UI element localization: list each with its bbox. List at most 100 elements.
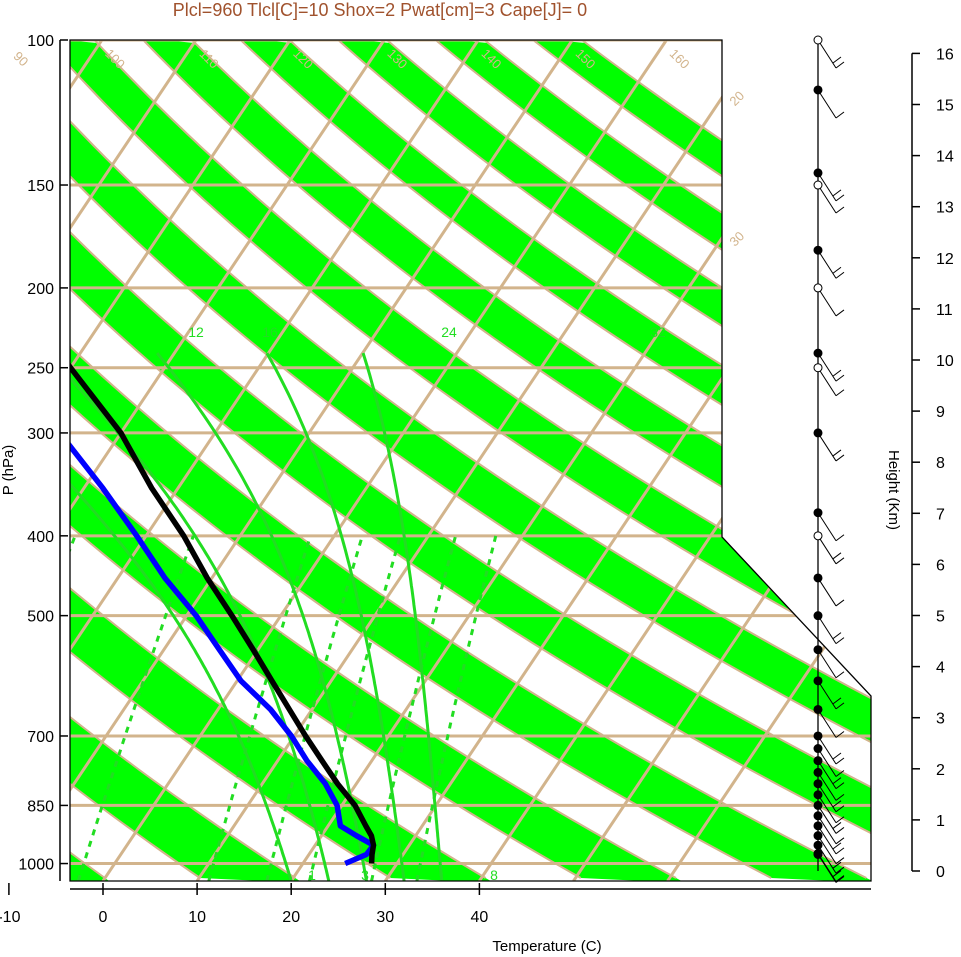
wind-barb: [817, 184, 837, 214]
temperature-series-line: [70, 72, 377, 864]
wind-barb: [817, 367, 837, 396]
wind-barb-flag: [835, 837, 845, 845]
temperature-tick-label: 10: [188, 909, 206, 926]
wind-barb-flag: [835, 534, 845, 542]
wind-level-marker: [813, 245, 823, 255]
wind-barb-flag: [832, 752, 842, 760]
mixing-ratio-label: 24: [441, 324, 457, 340]
height-tick-label: 0: [936, 864, 945, 881]
wind-barb: [817, 680, 837, 710]
wind-barb: [817, 352, 837, 382]
wind-barb: [817, 512, 837, 542]
dewpoint-series-line: [70, 72, 377, 867]
wind-level-marker: [813, 168, 823, 178]
wind-barb-flag: [835, 857, 845, 865]
wind-barb: [817, 709, 837, 738]
wind-barb-flag: [835, 671, 845, 679]
height-tick-label: 15: [936, 98, 954, 115]
wind-barb: [817, 39, 837, 69]
wind-barb-flag: [835, 847, 845, 855]
wind-level-marker: [813, 849, 823, 859]
pressure-tick-label: 1000: [18, 857, 54, 874]
wind-barb: [817, 794, 837, 824]
wind-level-marker: [813, 363, 823, 373]
wind-barb-flag: [832, 369, 842, 377]
wind-barb-flag: [832, 189, 842, 197]
wind-barb-flag: [835, 793, 845, 801]
wind-barb-flag: [835, 827, 845, 834]
height-axis-label: Height (Km): [885, 450, 902, 530]
wind-barb-flag: [835, 866, 845, 874]
wind-barb-flag: [832, 777, 842, 785]
moist-adiabat-line: [361, 352, 444, 881]
wind-barb: [817, 853, 837, 882]
dry-adiabat-line: [481, 40, 871, 879]
wind-barb: [817, 760, 837, 789]
isotherm-line: [70, 40, 386, 881]
dry-adiabat-line: [70, 40, 582, 879]
dry-adiabat-line: [140, 40, 871, 879]
wind-profile: [813, 35, 845, 883]
wind-barb-flag: [835, 557, 845, 565]
wind-barb-flag: [835, 111, 845, 119]
wind-barb-flag: [835, 876, 845, 883]
isotherm-label: 90: [11, 48, 32, 69]
wind-barb: [817, 748, 837, 777]
wind-level-marker: [813, 508, 823, 518]
wind-barb-flag: [835, 309, 845, 317]
mixing-ratio-label: 32: [650, 324, 666, 340]
wind-level-marker: [813, 611, 823, 621]
pressure-tick-label: 300: [27, 426, 54, 443]
height-tick-label: 8: [936, 455, 945, 472]
temperature-tick-label: -10: [0, 909, 21, 926]
wind-barb-flag: [832, 870, 842, 877]
y-axis-label: P (hPa): [0, 445, 17, 496]
x-axis-label: Temperature (C): [492, 938, 601, 955]
mixing-ratio-label: 8: [490, 867, 498, 883]
mixing-ratio-label: 16: [262, 324, 278, 340]
wind-barb: [817, 805, 837, 834]
wind-barb-flag: [835, 816, 845, 824]
pressure-tick-label: 250: [27, 361, 54, 378]
wind-level-marker: [813, 840, 823, 850]
wind-level-marker: [813, 811, 823, 821]
wind-barb: [817, 783, 837, 813]
height-tick-label: 6: [936, 557, 945, 574]
mixing-ratio-lines: [70, 535, 498, 881]
wind-barb-flag: [832, 632, 842, 640]
wind-barb: [817, 735, 837, 765]
wind-level-marker: [813, 821, 823, 831]
wind-level-marker: [813, 180, 823, 190]
wind-level-marker: [813, 35, 823, 45]
mixing-ratio-line: [70, 535, 77, 881]
wind-barb-flag: [835, 805, 845, 813]
wind-barb: [817, 432, 837, 462]
wind-barb-flag: [835, 702, 845, 710]
wind-level-marker: [813, 731, 823, 741]
wind-barb-flag: [835, 389, 845, 397]
wind-barb-flag: [835, 61, 845, 69]
mixing-ratio-label: 3: [361, 867, 369, 883]
wind-barb-flag: [832, 449, 842, 457]
dry-adiabat-line: [70, 40, 871, 879]
isotherm-line: [666, 40, 871, 881]
pressure-tick-label: 500: [27, 609, 54, 626]
mixing-ratio-label: 12: [188, 324, 204, 340]
dry-adiabat-line: [70, 40, 871, 879]
moist-adiabat-line: [70, 352, 293, 881]
wind-barb-flag: [835, 731, 845, 738]
pressure-tick-label: 200: [27, 281, 54, 298]
moist-adiabats: [70, 352, 444, 881]
height-tick-label: 4: [936, 660, 945, 677]
height-tick-label: 14: [936, 149, 954, 166]
plot-area: [70, 40, 871, 881]
wind-level-marker: [813, 800, 823, 810]
isotherm-line: [70, 40, 198, 881]
dry-adiabat-line: [70, 40, 871, 879]
wind-barb: [817, 615, 837, 644]
dry-adiabat-line: [70, 40, 772, 879]
wind-level-marker: [813, 283, 823, 293]
isotherm-label: 20: [726, 88, 747, 109]
wind-barb: [817, 577, 837, 607]
moist-adiabat-line: [156, 352, 368, 881]
